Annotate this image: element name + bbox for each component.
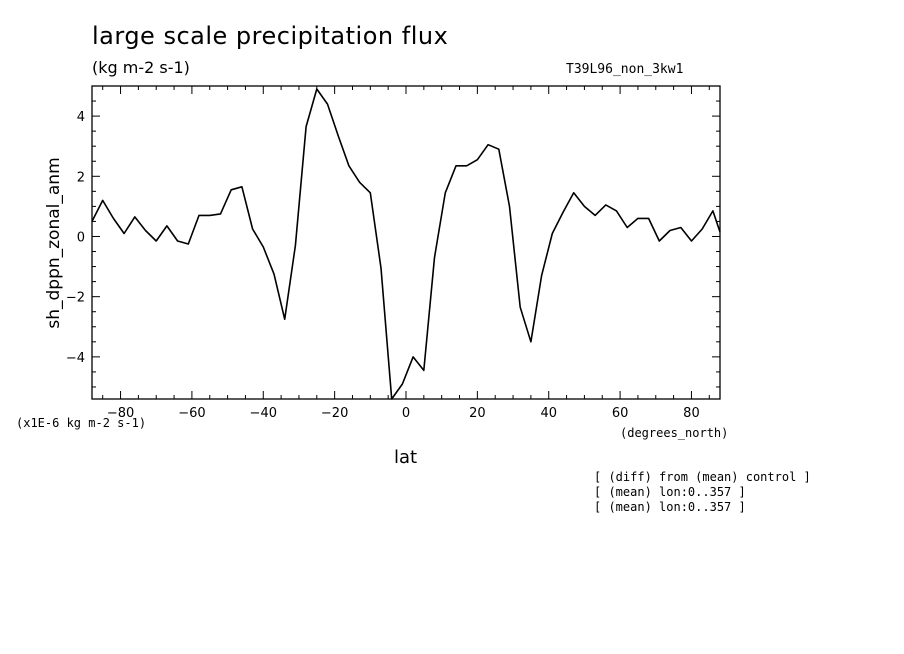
- x-tick-label: 80: [683, 406, 700, 421]
- chart-title: large scale precipitation flux: [92, 22, 449, 50]
- y-tick-label: −2: [66, 291, 85, 306]
- y-tick-label: 0: [77, 230, 85, 245]
- x-tick-label: 0: [402, 406, 410, 421]
- y-tick-label: 2: [77, 170, 85, 185]
- note-line: [ (mean) lon:0..357 ]: [594, 485, 746, 499]
- x-tick-label: 40: [540, 406, 557, 421]
- x-tick-label: −80: [107, 406, 134, 421]
- x-axis-units: (degrees_north): [620, 426, 729, 440]
- x-axis-label: lat: [394, 447, 418, 468]
- y-tick-label: 4: [77, 110, 85, 125]
- y-tick-label: −4: [66, 351, 85, 366]
- note-line: [ (diff) from (mean) control ]: [594, 470, 811, 484]
- y-scale-note: (x1E-6 kg m-2 s-1): [16, 416, 147, 430]
- x-tick-label: −60: [178, 406, 205, 421]
- x-tick-label: −40: [250, 406, 277, 421]
- processing-notes: [ (diff) from (mean) control ] [ (mean) …: [594, 470, 811, 515]
- series-line: [91, 88, 721, 400]
- x-tick-label: 60: [612, 406, 629, 421]
- note-line: [ (mean) lon:0..357 ]: [594, 500, 746, 514]
- y-axis-label: sh_dppn_zonal_anm: [44, 157, 64, 329]
- run-label: T39L96_non_3kw1: [566, 62, 684, 77]
- x-tick-label: −20: [321, 406, 348, 421]
- x-tick-label: 20: [469, 406, 486, 421]
- axis-ticks: [92, 86, 720, 399]
- chart-units: (kg m-2 s-1): [92, 58, 190, 77]
- plot-frame: [91, 85, 721, 400]
